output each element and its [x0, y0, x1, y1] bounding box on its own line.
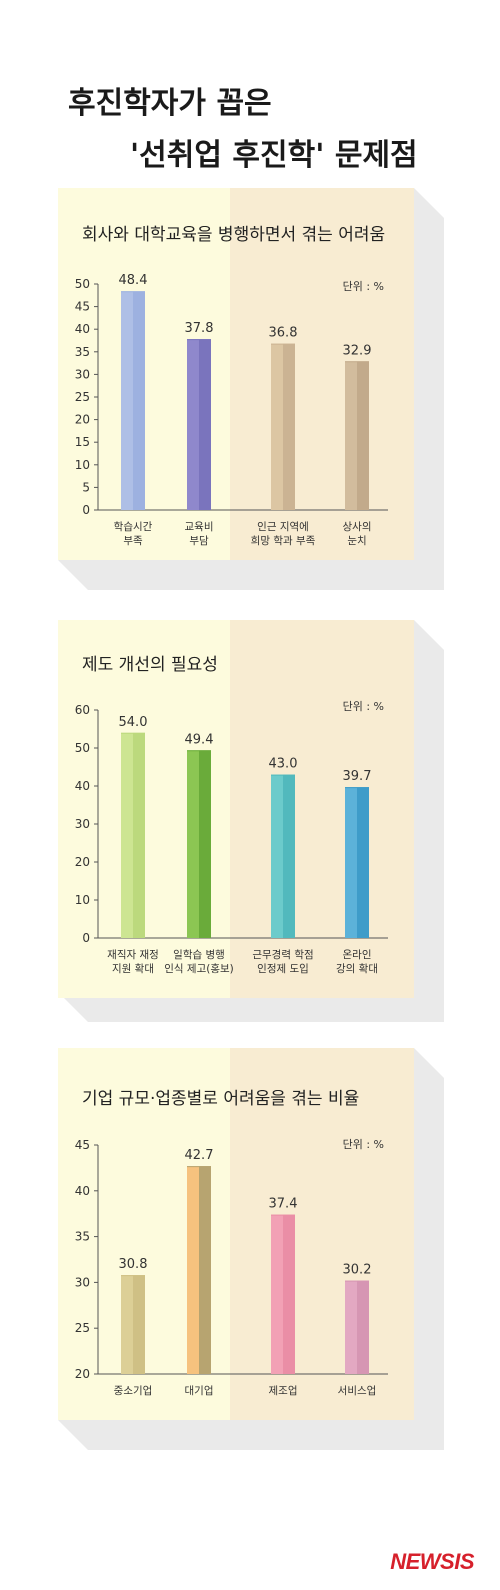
y-tick-label: 10 [75, 458, 90, 472]
bar [187, 750, 199, 938]
data-label: 37.4 [269, 1197, 298, 1212]
y-tick-label: 50 [75, 277, 90, 291]
panel-right-bg [230, 620, 414, 998]
x-tick-label: 대기업 [185, 1384, 214, 1397]
x-tick-label: 눈치 [347, 535, 366, 547]
infographic-title-line1: 후진학자가 꼽은 [68, 86, 272, 121]
bar [283, 774, 295, 938]
y-tick-label: 35 [75, 1230, 90, 1244]
x-tick-label: 온라인 [343, 949, 372, 961]
x-tick-label: 상사의 [343, 521, 372, 533]
data-label: 43.0 [269, 757, 298, 772]
y-tick-label: 40 [75, 1184, 90, 1198]
data-label: 32.9 [343, 343, 372, 358]
chart-panel-3: 기업 규모·업종별로 어려움을 겪는 비율 단위 : % 20 25 30 35 40 4… [58, 1048, 414, 1420]
unit-label: 단위 : % [342, 1138, 384, 1151]
chart-title: 제도 개선의 필요성 [82, 655, 218, 675]
y-tick-label: 0 [82, 931, 90, 945]
bar [271, 774, 283, 938]
bar [271, 343, 283, 510]
x-tick-label: 부족 [123, 535, 143, 547]
bar [199, 750, 211, 938]
x-tick-label: 제조업 [269, 1384, 298, 1397]
y-tick-label: 40 [75, 322, 90, 336]
data-label: 37.8 [185, 321, 214, 336]
bar [357, 1280, 369, 1374]
y-tick-label: 45 [75, 300, 90, 314]
bar [199, 1166, 211, 1374]
bar [345, 361, 357, 510]
y-tick-label: 5 [82, 480, 90, 494]
y-tick-label: 15 [75, 435, 90, 449]
data-label: 49.4 [185, 732, 214, 747]
y-tick-label: 20 [75, 855, 90, 869]
chart-title: 회사와 대학교육을 병행하면서 겪는 어려움 [82, 225, 386, 245]
bar [357, 787, 369, 938]
x-tick-label: 교육비 [185, 521, 214, 533]
data-label: 42.7 [185, 1148, 214, 1163]
x-tick-label: 근무경력 학점 [252, 948, 313, 961]
bar [133, 291, 145, 510]
x-tick-label: 중소기업 [114, 1384, 153, 1397]
x-tick-label: 지원 확대 [112, 962, 154, 975]
y-tick-label: 40 [75, 779, 90, 793]
bar [121, 732, 133, 938]
unit-label: 단위 : % [342, 280, 384, 293]
bar [133, 732, 145, 938]
x-tick-label: 인식 제고(홍보) [164, 962, 234, 975]
x-tick-label: 서비스업 [338, 1384, 377, 1397]
bar [199, 339, 211, 510]
infographic-title-line2: '선취업 후진학' 문제점 [130, 138, 418, 173]
bar [133, 1275, 145, 1374]
x-tick-label: 희망 학과 부족 [251, 535, 316, 547]
x-tick-label: 학습시간 [114, 521, 153, 533]
bar [121, 291, 133, 510]
bar [345, 787, 357, 938]
x-tick-label: 인정제 도입 [257, 962, 309, 975]
y-tick-label: 25 [75, 390, 90, 404]
x-tick-label: 부담 [189, 535, 209, 547]
y-tick-label: 60 [75, 703, 90, 717]
y-tick-label: 30 [75, 1275, 90, 1289]
bar [121, 1275, 133, 1374]
panel-right-bg [230, 1048, 414, 1420]
chart-panel-1: 회사와 대학교육을 병행하면서 겪는 어려움 단위 : % 0 5 10 15 20 25… [58, 188, 414, 560]
panel-right-bg [230, 188, 414, 560]
y-tick-label: 50 [75, 741, 90, 755]
y-tick-label: 30 [75, 367, 90, 381]
x-tick-label: 인근 지역에 [257, 521, 309, 533]
bar [345, 1280, 357, 1374]
y-tick-label: 45 [75, 1138, 90, 1152]
x-tick-label: 재직자 재정 [107, 949, 159, 961]
bar [283, 1214, 295, 1374]
y-tick-label: 10 [75, 893, 90, 907]
y-tick-label: 30 [75, 817, 90, 831]
data-label: 54.0 [119, 715, 148, 730]
y-tick-label: 20 [75, 413, 90, 427]
data-label: 36.8 [269, 326, 298, 341]
newsis-logo: NEWSIS [390, 1549, 474, 1574]
bar [283, 343, 295, 510]
y-tick-label: 35 [75, 345, 90, 359]
y-tick-label: 0 [82, 503, 90, 517]
chart-panel-2: 제도 개선의 필요성 단위 : % 0 10 20 30 40 50 60 54.0 재직자 재… [58, 620, 414, 998]
bar [187, 339, 199, 510]
data-label: 48.4 [119, 273, 148, 288]
bar [271, 1214, 283, 1374]
data-label: 30.8 [119, 1257, 148, 1272]
bar [357, 361, 369, 510]
x-tick-label: 일학습 병행 [173, 948, 225, 961]
bar [187, 1166, 199, 1374]
data-label: 39.7 [343, 769, 372, 784]
x-tick-label: 강의 확대 [336, 962, 378, 975]
bar-chart: 20 25 30 35 40 45 30.8 중소기업 42.7 대기업 37.4 제조업 30.2 서비… [75, 1138, 388, 1397]
y-tick-label: 20 [75, 1367, 90, 1381]
chart-title: 기업 규모·업종별로 어려움을 겪는 비율 [82, 1089, 360, 1109]
unit-label: 단위 : % [342, 700, 384, 713]
y-tick-label: 25 [75, 1321, 90, 1335]
data-label: 30.2 [343, 1263, 372, 1278]
